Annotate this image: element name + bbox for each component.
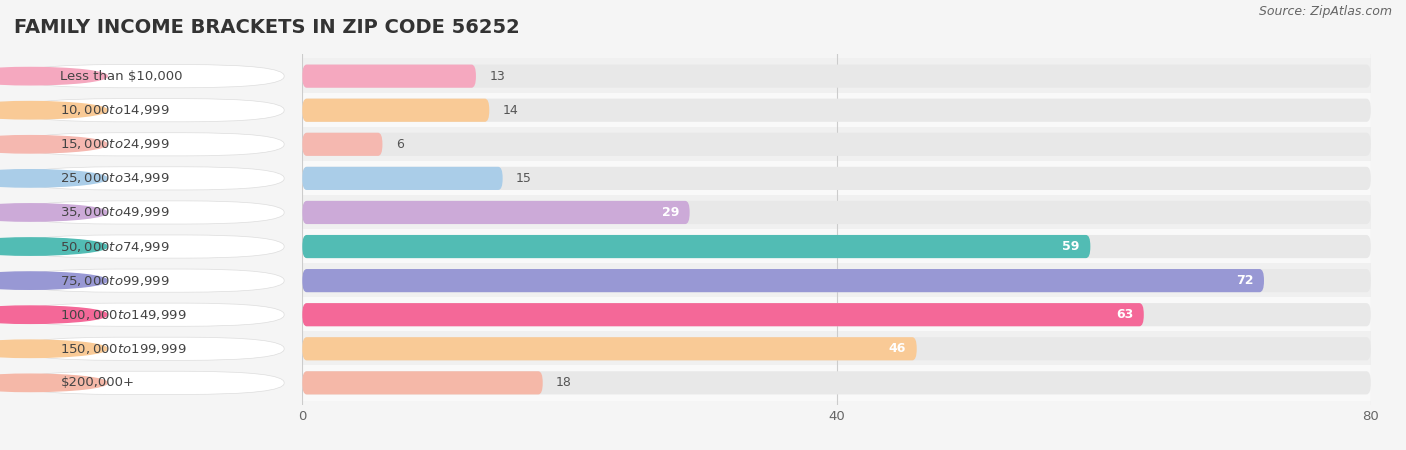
Text: 72: 72 xyxy=(1236,274,1253,287)
FancyBboxPatch shape xyxy=(302,337,1371,360)
FancyBboxPatch shape xyxy=(302,337,917,360)
FancyBboxPatch shape xyxy=(18,303,284,326)
FancyBboxPatch shape xyxy=(302,269,1371,292)
FancyBboxPatch shape xyxy=(302,269,1264,292)
Circle shape xyxy=(0,102,107,119)
FancyBboxPatch shape xyxy=(302,58,1371,94)
Text: 63: 63 xyxy=(1116,308,1133,321)
FancyBboxPatch shape xyxy=(18,99,284,122)
Text: $10,000 to $14,999: $10,000 to $14,999 xyxy=(60,103,170,117)
FancyBboxPatch shape xyxy=(302,64,1371,88)
FancyBboxPatch shape xyxy=(302,303,1144,326)
FancyBboxPatch shape xyxy=(18,269,284,292)
FancyBboxPatch shape xyxy=(302,195,1371,230)
Text: 59: 59 xyxy=(1063,240,1080,253)
Text: $35,000 to $49,999: $35,000 to $49,999 xyxy=(60,206,170,220)
Text: FAMILY INCOME BRACKETS IN ZIP CODE 56252: FAMILY INCOME BRACKETS IN ZIP CODE 56252 xyxy=(14,18,520,37)
Circle shape xyxy=(0,68,107,85)
FancyBboxPatch shape xyxy=(302,371,1371,395)
FancyBboxPatch shape xyxy=(18,235,284,258)
Text: Less than $10,000: Less than $10,000 xyxy=(60,70,183,83)
FancyBboxPatch shape xyxy=(18,64,284,88)
Text: 6: 6 xyxy=(396,138,404,151)
Text: Source: ZipAtlas.com: Source: ZipAtlas.com xyxy=(1258,4,1392,18)
Circle shape xyxy=(0,374,107,392)
Circle shape xyxy=(0,272,107,289)
Text: $100,000 to $149,999: $100,000 to $149,999 xyxy=(60,308,187,322)
Text: $150,000 to $199,999: $150,000 to $199,999 xyxy=(60,342,187,356)
Text: $15,000 to $24,999: $15,000 to $24,999 xyxy=(60,137,170,151)
Text: 18: 18 xyxy=(557,376,572,389)
FancyBboxPatch shape xyxy=(302,64,475,88)
FancyBboxPatch shape xyxy=(18,133,284,156)
Text: 15: 15 xyxy=(516,172,531,185)
Text: $50,000 to $74,999: $50,000 to $74,999 xyxy=(60,239,170,253)
FancyBboxPatch shape xyxy=(302,297,1371,333)
FancyBboxPatch shape xyxy=(302,263,1371,298)
Circle shape xyxy=(0,135,107,153)
FancyBboxPatch shape xyxy=(302,126,1371,162)
FancyBboxPatch shape xyxy=(302,235,1091,258)
FancyBboxPatch shape xyxy=(302,331,1371,366)
FancyBboxPatch shape xyxy=(18,337,284,360)
FancyBboxPatch shape xyxy=(302,167,503,190)
FancyBboxPatch shape xyxy=(302,201,690,224)
Text: 46: 46 xyxy=(889,342,905,355)
FancyBboxPatch shape xyxy=(302,167,1371,190)
FancyBboxPatch shape xyxy=(302,161,1371,196)
FancyBboxPatch shape xyxy=(302,365,1371,400)
Circle shape xyxy=(0,340,107,357)
FancyBboxPatch shape xyxy=(302,133,382,156)
Text: 14: 14 xyxy=(503,104,519,117)
Text: $75,000 to $99,999: $75,000 to $99,999 xyxy=(60,274,170,288)
FancyBboxPatch shape xyxy=(302,99,489,122)
FancyBboxPatch shape xyxy=(302,99,1371,122)
FancyBboxPatch shape xyxy=(18,371,284,395)
FancyBboxPatch shape xyxy=(302,201,1371,224)
FancyBboxPatch shape xyxy=(18,167,284,190)
FancyBboxPatch shape xyxy=(18,201,284,224)
Text: $25,000 to $34,999: $25,000 to $34,999 xyxy=(60,171,170,185)
FancyBboxPatch shape xyxy=(302,235,1371,258)
Text: 13: 13 xyxy=(489,70,505,83)
Text: 29: 29 xyxy=(662,206,679,219)
Text: $200,000+: $200,000+ xyxy=(60,376,135,389)
FancyBboxPatch shape xyxy=(302,93,1371,128)
Circle shape xyxy=(0,306,107,324)
Circle shape xyxy=(0,238,107,255)
FancyBboxPatch shape xyxy=(302,371,543,395)
FancyBboxPatch shape xyxy=(302,133,1371,156)
Circle shape xyxy=(0,204,107,221)
FancyBboxPatch shape xyxy=(302,303,1371,326)
FancyBboxPatch shape xyxy=(302,229,1371,264)
Circle shape xyxy=(0,170,107,187)
